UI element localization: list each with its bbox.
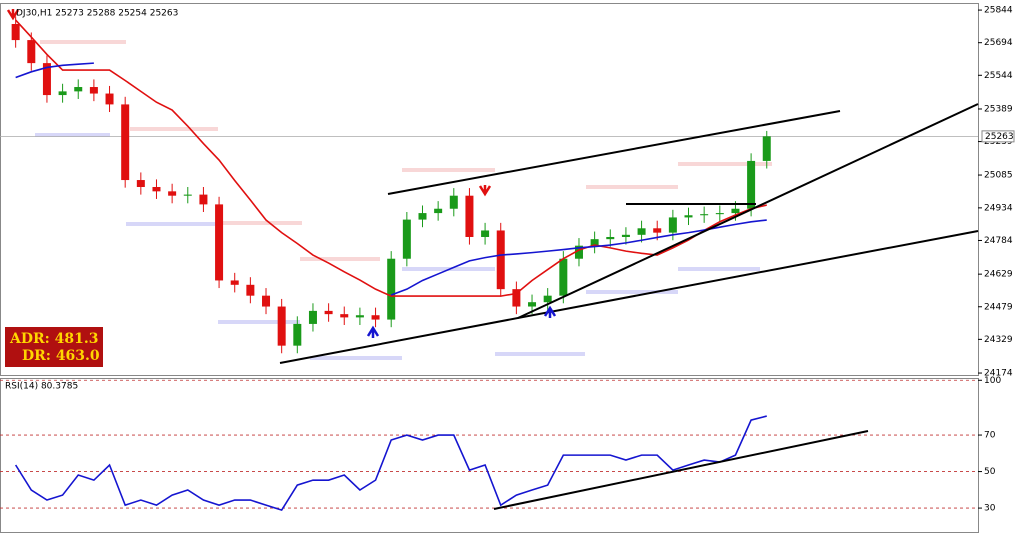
candle-body — [105, 93, 114, 105]
candle-body — [653, 228, 662, 233]
candle-body — [434, 208, 443, 214]
y-tick-label: 24629 — [984, 270, 1013, 280]
candle-body — [230, 280, 239, 285]
marks: 2584425694255442538925239250852493424784… — [0, 6, 1013, 514]
candle-body — [246, 284, 255, 296]
candle-body — [402, 219, 411, 259]
candle-body — [762, 136, 771, 161]
trend-line — [279, 230, 979, 364]
last-price-label: 25263 — [985, 132, 1014, 142]
arrows — [6, 9, 557, 338]
candle-body — [621, 234, 630, 237]
candle-body — [183, 194, 192, 196]
chart-title: DJ30,H1 25273 25288 25254 25263 — [16, 9, 178, 19]
candle-body — [606, 236, 615, 240]
main-frame — [0, 3, 979, 376]
candle-body — [496, 230, 505, 290]
y-tick-label: 25844 — [984, 6, 1013, 16]
candle-body — [355, 315, 364, 318]
candle-body — [168, 191, 177, 196]
buy-arrow — [543, 305, 557, 318]
y-tick-label: 24784 — [984, 236, 1013, 246]
candle-body — [684, 215, 693, 218]
rsi-frame — [0, 378, 979, 533]
candle-body — [528, 302, 537, 307]
candle-body — [418, 213, 427, 220]
candle-body — [262, 295, 271, 307]
candle-body — [340, 314, 349, 318]
candle-body — [371, 315, 380, 320]
rsi-title: RSI(14) 80.3785 — [5, 382, 78, 392]
buy-arrow — [366, 325, 380, 338]
candle-body — [152, 187, 161, 192]
y-tick-label: 50 — [984, 467, 996, 477]
trend-line — [387, 110, 841, 195]
candle-body — [121, 104, 130, 181]
adr-box — [5, 327, 103, 367]
candle-body — [668, 217, 677, 233]
trend-line — [493, 430, 869, 510]
sell-arrow — [6, 9, 20, 21]
candle-body — [199, 194, 208, 205]
candle-body — [308, 310, 317, 324]
candle-body — [277, 306, 286, 346]
candle-body — [74, 87, 83, 92]
ma-line — [15, 19, 767, 297]
y-tick-label: 25544 — [984, 71, 1013, 81]
rsi-line — [14, 415, 767, 512]
candle-body — [543, 295, 552, 303]
sell-arrow — [478, 185, 492, 197]
y-tick-label: 24934 — [984, 203, 1013, 213]
candle-body — [324, 310, 333, 315]
y-tick-label: 24479 — [984, 302, 1013, 312]
dr-label: DR: 463.0 — [22, 348, 100, 364]
candle-body — [58, 91, 67, 96]
trend-lines — [279, 103, 979, 510]
candle-body — [637, 228, 646, 235]
candle-body — [700, 214, 709, 216]
ma-line — [15, 62, 767, 296]
candle-body — [89, 87, 98, 94]
candle-body — [590, 239, 599, 246]
y-tick-label: 25389 — [984, 104, 1013, 114]
candle-body — [574, 245, 583, 259]
last-price-box — [981, 130, 1015, 143]
zones — [35, 40, 772, 360]
y-tick-label: 25694 — [984, 38, 1013, 48]
candle-body — [481, 230, 490, 237]
candle-body — [293, 323, 302, 346]
candle-body — [731, 208, 740, 214]
candle-body — [42, 63, 51, 96]
y-tick-label: 25085 — [984, 171, 1013, 181]
candle-body — [11, 23, 20, 41]
candle-body — [136, 180, 145, 188]
candle-body — [27, 40, 36, 64]
y-tick-label: 24329 — [984, 335, 1013, 345]
candle-body — [559, 258, 568, 296]
candle-body — [465, 195, 474, 237]
candle-body — [449, 195, 458, 209]
y-tick-label: 100 — [984, 376, 1001, 386]
candle-body — [715, 213, 724, 215]
y-tick-label: 30 — [984, 504, 996, 514]
adr-label: ADR: 481.3 — [9, 331, 99, 347]
candle-body — [747, 160, 756, 209]
candle-body — [215, 204, 224, 281]
candle-body — [387, 258, 396, 320]
trend-line — [517, 103, 979, 319]
y-tick-label: 70 — [984, 431, 996, 441]
candle-body — [512, 289, 521, 307]
y-tick-label: 24174 — [984, 369, 1013, 379]
